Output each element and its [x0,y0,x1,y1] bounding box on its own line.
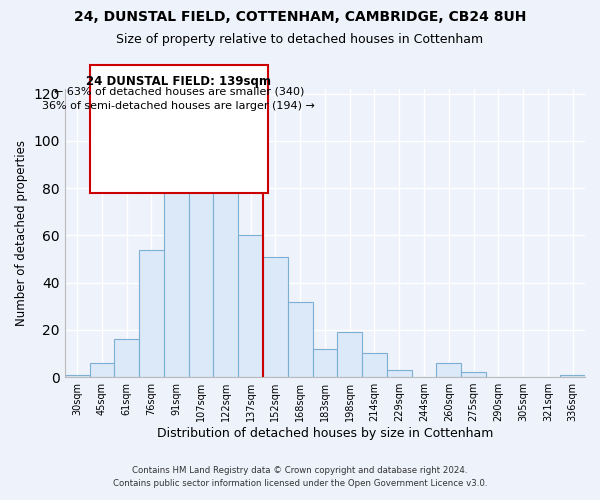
Bar [263,256,288,377]
X-axis label: Distribution of detached houses by size in Cottenham: Distribution of detached houses by size … [157,427,493,440]
Bar [436,363,461,377]
Bar [461,372,486,377]
Bar [214,188,238,377]
Bar [164,174,188,377]
FancyBboxPatch shape [89,66,268,193]
Text: 24, DUNSTAL FIELD, COTTENHAM, CAMBRIDGE, CB24 8UH: 24, DUNSTAL FIELD, COTTENHAM, CAMBRIDGE,… [74,10,526,24]
Bar [139,250,164,377]
Bar [288,302,313,377]
Text: ← 63% of detached houses are smaller (340): ← 63% of detached houses are smaller (34… [53,86,304,97]
Text: 24 DUNSTAL FIELD: 139sqm: 24 DUNSTAL FIELD: 139sqm [86,75,271,88]
Bar [337,332,362,377]
Bar [65,374,89,377]
Bar [238,236,263,377]
Bar [89,363,115,377]
Text: 36% of semi-detached houses are larger (194) →: 36% of semi-detached houses are larger (… [43,101,315,111]
Text: Contains public sector information licensed under the Open Government Licence v3: Contains public sector information licen… [113,478,487,488]
Bar [313,348,337,377]
Bar [362,354,387,377]
Y-axis label: Number of detached properties: Number of detached properties [15,140,28,326]
Bar [560,374,585,377]
Text: Size of property relative to detached houses in Cottenham: Size of property relative to detached ho… [116,32,484,46]
Bar [188,148,214,377]
Text: Contains HM Land Registry data © Crown copyright and database right 2024.: Contains HM Land Registry data © Crown c… [132,466,468,475]
Bar [115,340,139,377]
Bar [387,370,412,377]
